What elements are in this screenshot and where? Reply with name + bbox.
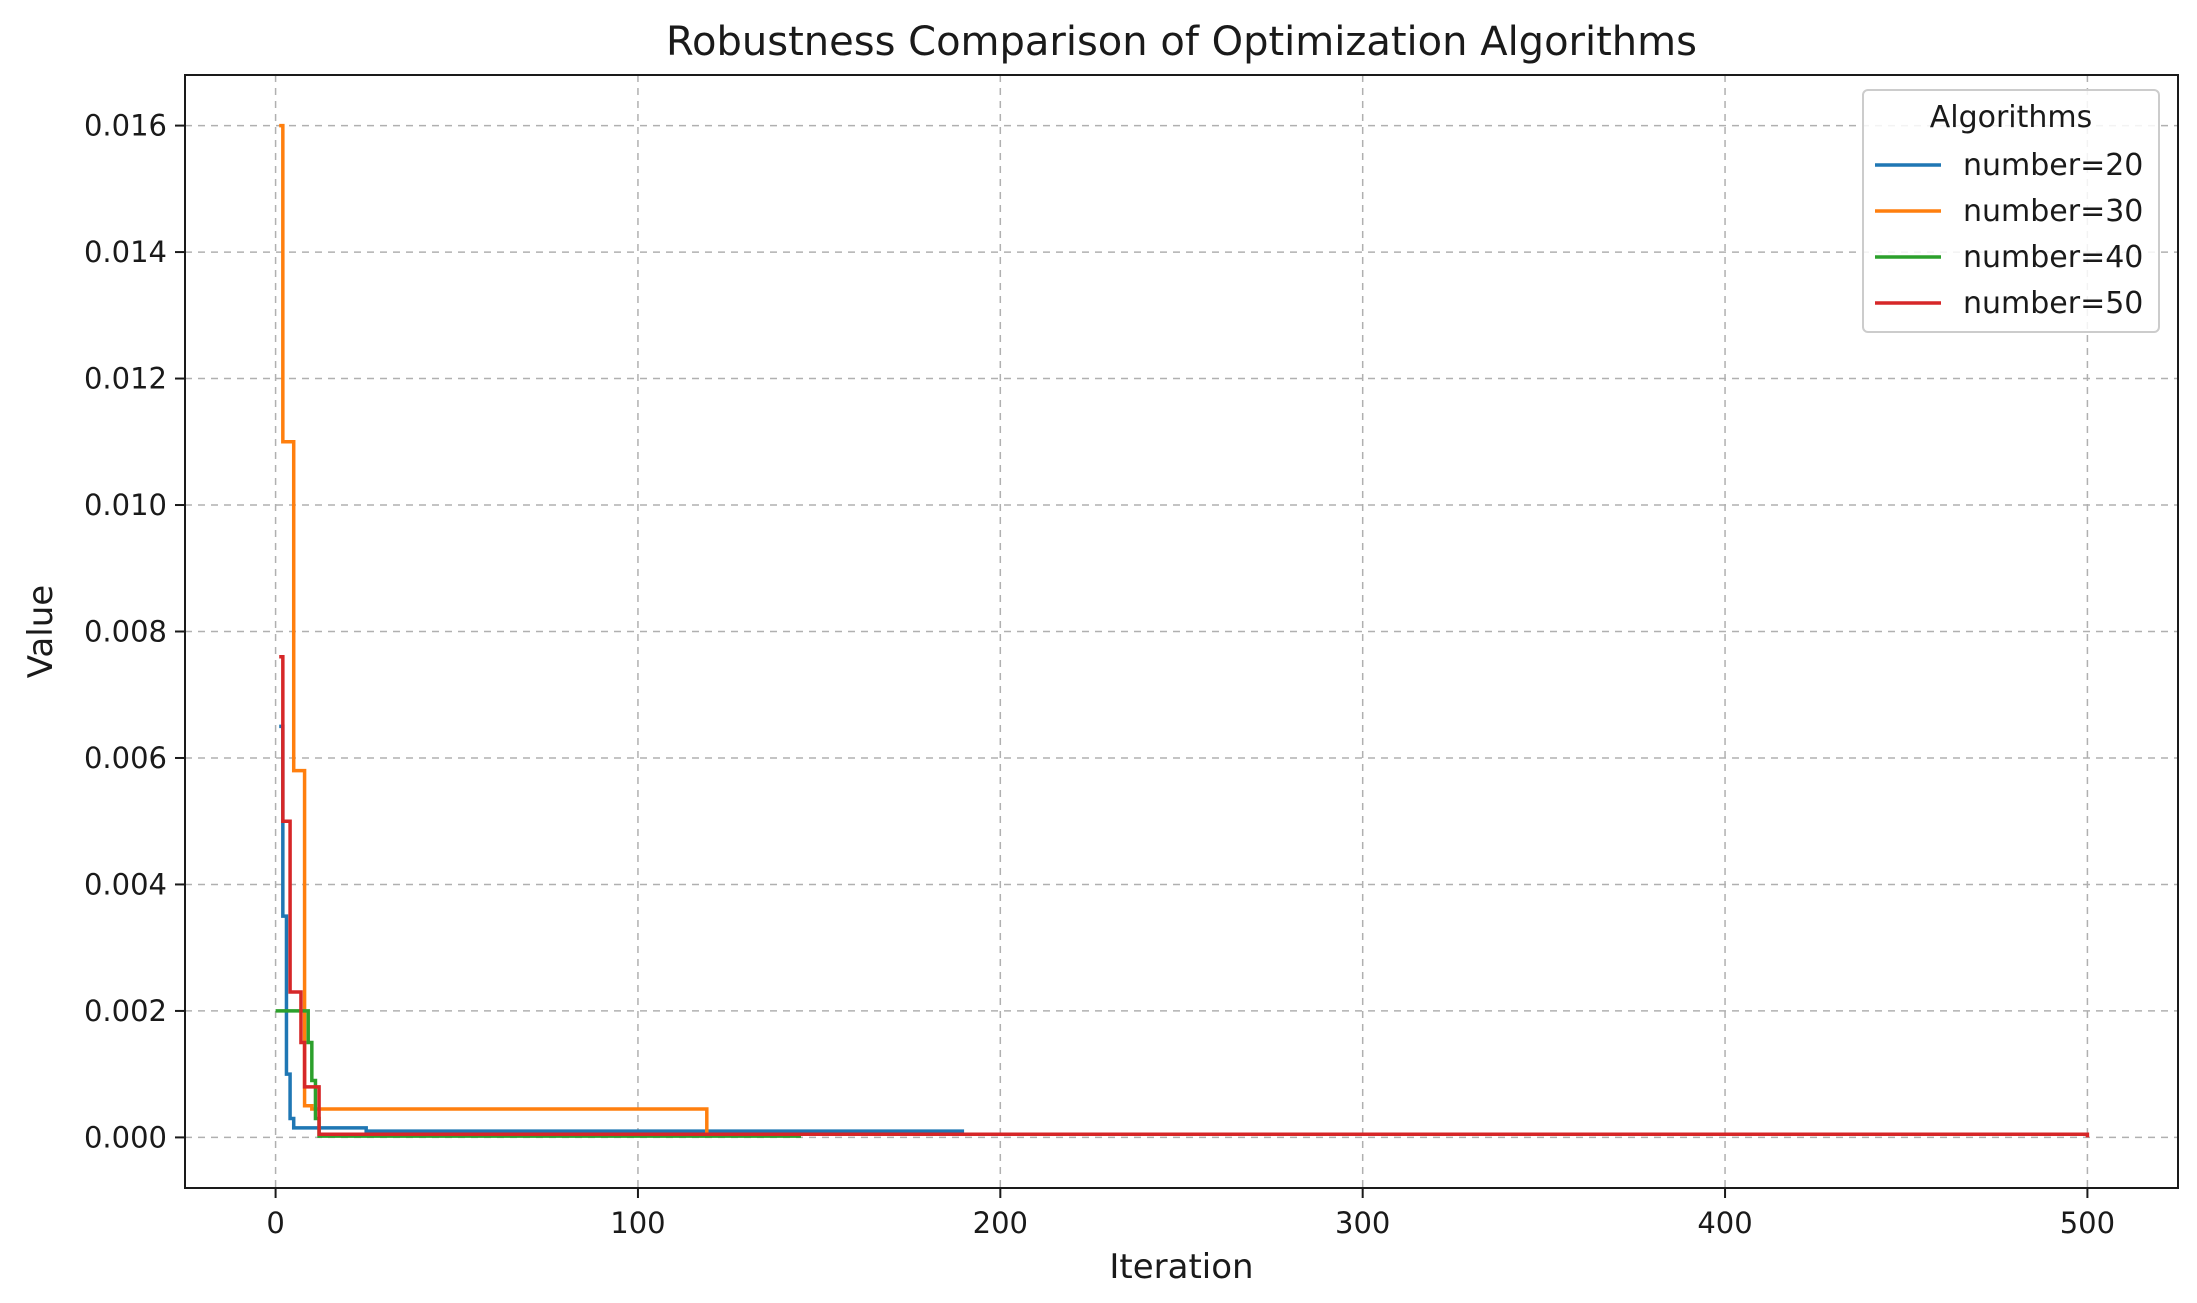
x-tick-label: 500 — [2060, 1206, 2115, 1240]
legend-label: number=30 — [1963, 194, 2143, 229]
y-tick-label: 0.000 — [84, 1120, 167, 1154]
y-axis-title: Value — [21, 585, 61, 678]
legend-label: number=40 — [1963, 240, 2143, 275]
y-tick-label: 0.014 — [84, 235, 167, 269]
legend-label: number=20 — [1963, 148, 2143, 183]
chart-title: Robustness Comparison of Optimization Al… — [666, 19, 1697, 65]
legend-title: Algorithms — [1930, 100, 2093, 135]
axis-ticks: 0 100 200 300 400 500 0.000 0.002 0.004 0.006 0.00… — [84, 109, 2115, 1240]
x-tick-label: 400 — [1697, 1206, 1752, 1240]
series-line-number-20 — [279, 724, 965, 1133]
x-tick-label: 0 — [266, 1206, 284, 1240]
series-line-number-30 — [279, 123, 1345, 1136]
x-axis-title: Iteration — [1109, 1247, 1253, 1287]
series-line-number-50 — [279, 655, 2090, 1138]
y-tick-label: 0.004 — [84, 867, 167, 901]
y-tick-label: 0.008 — [84, 615, 167, 649]
x-tick-label: 200 — [973, 1206, 1028, 1240]
y-tick-label: 0.016 — [84, 109, 167, 143]
x-tick-label: 100 — [610, 1206, 665, 1240]
legend-box — [1862, 89, 2160, 333]
x-tick-label: 300 — [1335, 1206, 1390, 1240]
y-tick-label: 0.010 — [84, 488, 167, 522]
legend: Algorithms number=20number=30number=40nu… — [1862, 89, 2160, 333]
y-tick-label: 0.002 — [84, 994, 167, 1028]
legend-label: number=50 — [1963, 286, 2143, 321]
y-tick-label: 0.012 — [84, 362, 167, 396]
series-lines — [275, 123, 2090, 1138]
legend-items: number=20 number=30 number=40 number=50 — [1875, 148, 2143, 321]
y-tick-label: 0.006 — [84, 741, 167, 775]
